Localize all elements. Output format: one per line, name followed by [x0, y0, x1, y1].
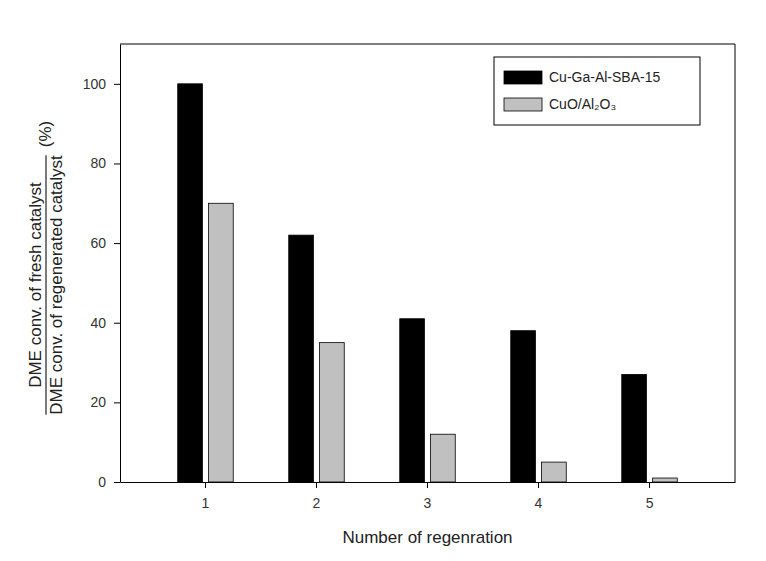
tick-label: 80: [90, 155, 106, 171]
legend-swatch: [504, 98, 542, 111]
tick-mark: [205, 482, 206, 488]
tick-label: 3: [424, 495, 432, 511]
tick: 4: [535, 482, 543, 511]
y-axis-title-unit: (%): [36, 121, 55, 147]
legend: Cu-Ga-Al-SBA-15 CuO/Al₂O₃: [494, 57, 700, 125]
tick: 2: [313, 482, 321, 511]
bars: [178, 84, 678, 482]
axis-line: [120, 45, 121, 483]
tick: 3: [424, 482, 432, 511]
y-axis-title-numerator: DME conv. of fresh catalyst: [26, 182, 45, 388]
tick: 40: [90, 315, 120, 331]
bar: [178, 84, 203, 482]
tick: 1: [202, 482, 210, 511]
fraction-bar: [45, 155, 46, 415]
plot: 0 20 40 60 80 100 1 2 3 4 5 Cu-Ga-Al-SBA-15 CuO/Al₂O…: [83, 44, 736, 511]
y-axis: 0 20 40 60 80 100: [83, 45, 121, 490]
bar: [209, 203, 234, 482]
y-axis-title: DME conv. of fresh catalystDME conv. of …: [26, 121, 66, 415]
tick-label: 60: [90, 235, 106, 251]
tick-mark: [114, 402, 120, 403]
tick-mark: [538, 482, 539, 488]
bar: [289, 235, 314, 482]
y-axis-title-denominator: DME conv. of regenerated catalyst: [47, 155, 66, 415]
bar: [542, 462, 567, 482]
tick-mark: [316, 482, 317, 488]
bar: [431, 434, 456, 482]
bar: [511, 331, 536, 482]
tick-mark: [114, 163, 120, 164]
tick-mark: [114, 482, 120, 483]
tick-mark: [649, 482, 650, 488]
legend-label: CuO/Al₂O₃: [549, 96, 616, 112]
tick-label: 4: [535, 495, 543, 511]
tick-label: 40: [90, 315, 106, 331]
tick: 80: [90, 155, 120, 171]
tick-label: 1: [202, 495, 210, 511]
tick: 0: [98, 474, 120, 490]
tick: 100: [83, 76, 120, 92]
tick-label: 100: [83, 76, 107, 92]
tick-label: 0: [98, 474, 106, 490]
chart: 0 20 40 60 80 100 1 2 3 4 5 Cu-Ga-Al-SBA-15 CuO/Al₂O…: [0, 0, 766, 561]
legend-item: Cu-Ga-Al-SBA-15: [504, 69, 660, 85]
legend-label: Cu-Ga-Al-SBA-15: [549, 69, 660, 85]
legend-frame: [494, 57, 700, 125]
legend-swatch: [504, 71, 542, 84]
tick-label: 5: [646, 495, 654, 511]
tick: 5: [646, 482, 654, 511]
tick-label: 2: [313, 495, 321, 511]
tick-mark: [114, 84, 120, 85]
tick: 60: [90, 235, 120, 251]
tick-label: 20: [90, 394, 106, 410]
tick-mark: [114, 243, 120, 244]
bar: [320, 343, 345, 482]
x-axis-title: Number of regenration: [342, 528, 512, 547]
bar: [622, 374, 647, 482]
frame: [120, 44, 735, 45]
x-axis: 1 2 3 4 5: [121, 482, 736, 511]
bar: [400, 319, 425, 482]
frame: [735, 44, 736, 482]
tick: 20: [90, 394, 120, 410]
tick-mark: [427, 482, 428, 488]
bar: [653, 478, 678, 482]
legend-item: CuO/Al₂O₃: [504, 96, 616, 112]
tick-mark: [114, 323, 120, 324]
